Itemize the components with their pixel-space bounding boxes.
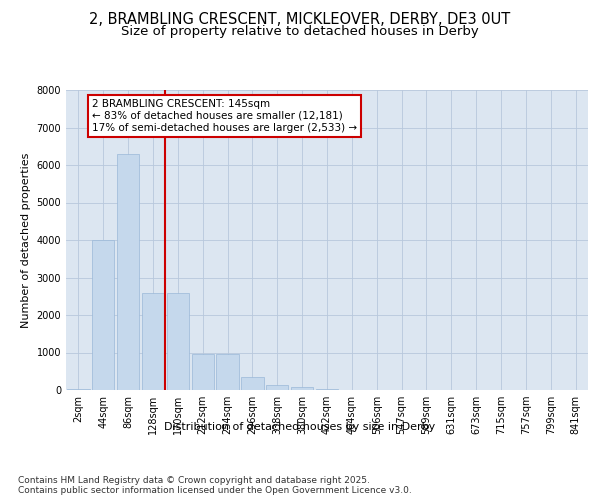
Bar — [142, 292, 164, 390]
Bar — [92, 240, 115, 390]
Text: 2 BRAMBLING CRESCENT: 145sqm
← 83% of detached houses are smaller (12,181)
17% o: 2 BRAMBLING CRESCENT: 145sqm ← 83% of de… — [92, 100, 357, 132]
Text: Size of property relative to detached houses in Derby: Size of property relative to detached ho… — [121, 25, 479, 38]
Bar — [316, 389, 338, 390]
Text: 2, BRAMBLING CRESCENT, MICKLEOVER, DERBY, DE3 0UT: 2, BRAMBLING CRESCENT, MICKLEOVER, DERBY… — [89, 12, 511, 28]
Bar — [191, 354, 214, 390]
Text: Contains HM Land Registry data © Crown copyright and database right 2025.
Contai: Contains HM Land Registry data © Crown c… — [18, 476, 412, 495]
Bar — [291, 387, 313, 390]
Bar — [217, 354, 239, 390]
Bar — [67, 389, 89, 390]
Bar — [117, 154, 139, 390]
Text: Distribution of detached houses by size in Derby: Distribution of detached houses by size … — [164, 422, 436, 432]
Bar — [266, 385, 289, 390]
Bar — [167, 292, 189, 390]
Y-axis label: Number of detached properties: Number of detached properties — [21, 152, 31, 328]
Bar — [241, 377, 263, 390]
